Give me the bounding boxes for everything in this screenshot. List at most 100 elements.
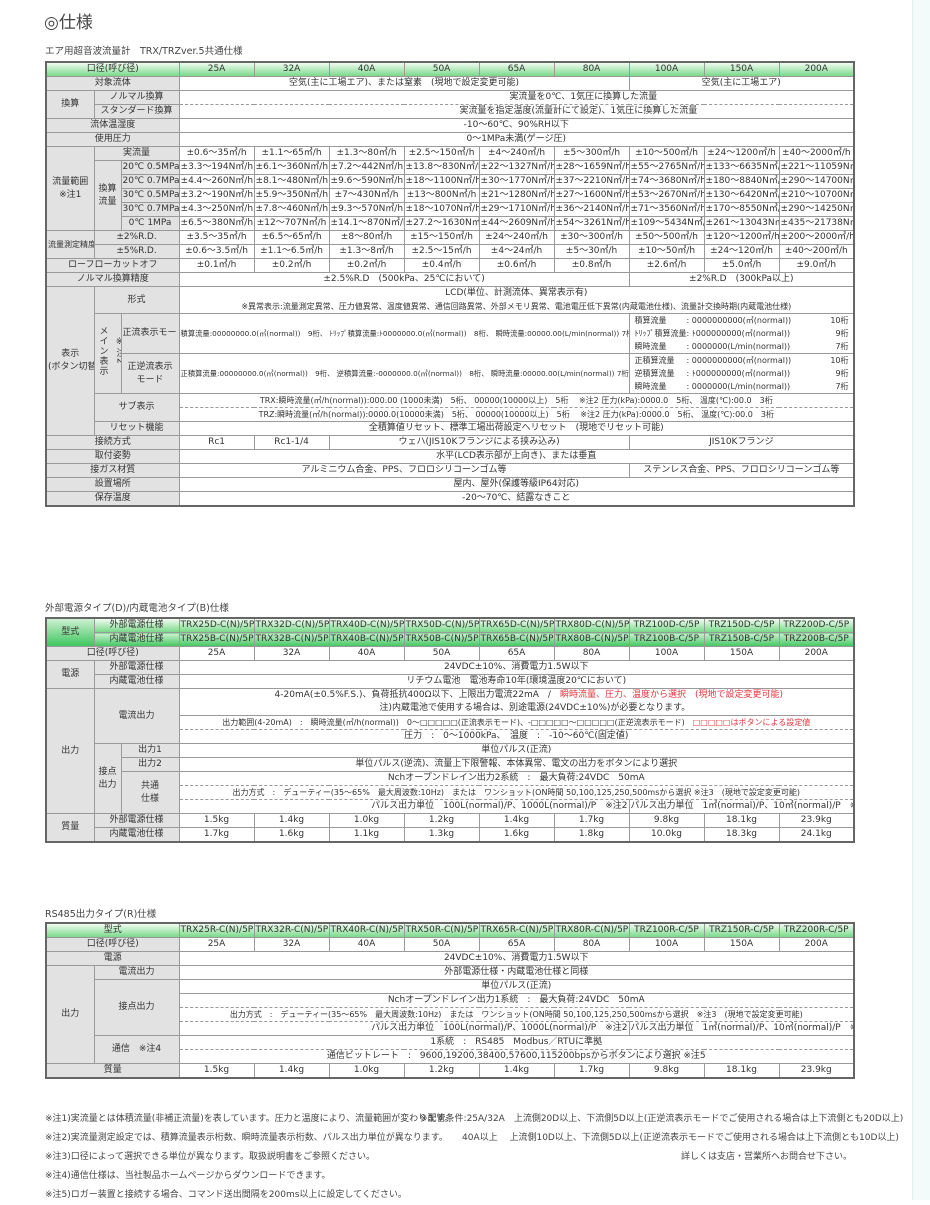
row-label: 接点出力 xyxy=(93,979,180,1036)
table-cell: ±71～3560N㎥/h xyxy=(628,202,705,217)
table-cell: ±0.4㎥/h xyxy=(403,258,480,273)
condition-label: 30℃ 0.5MPa xyxy=(120,188,180,203)
row-label: 出力1 xyxy=(120,743,180,758)
table-cell: TRZ:瞬時流量(㎥/h(normal)):0000.0(10000未満) 5桁… xyxy=(178,407,855,422)
table-cell: ±14.1～870N㎥/h xyxy=(328,216,405,231)
row-label: 実流量 xyxy=(93,146,180,161)
model-header: TRX65B-C(N)/5P xyxy=(478,632,555,647)
table-cell: 100A xyxy=(628,937,705,952)
table-cell: ±3.2～190N㎥/h xyxy=(178,188,255,203)
table-cell: ±28～1659N㎥/h xyxy=(553,160,630,175)
table-cell: TRX:瞬時流量(㎥/h(normal)):000.00 (1000未満) 5桁… xyxy=(178,393,855,408)
table-cell: ±4～24㎥/h xyxy=(478,244,555,259)
size-header: 32A xyxy=(253,61,330,77)
row-label: 電流出力 xyxy=(93,965,180,980)
row-label: ±2%R.D. xyxy=(93,230,180,245)
model-header: TRX50R-C(N)/5P xyxy=(403,922,480,938)
table-cell: ±40～2000㎥/h xyxy=(778,146,855,161)
model-header: TRX80D-C(N)/5P xyxy=(553,617,630,633)
table-cell: 圧力 : 0～1000kPa、 温度 : -10～60℃(固定値) xyxy=(178,729,855,744)
condition-label: 20℃ 0.5MPa xyxy=(120,160,180,175)
table-cell: 積算流量: 0000000000(㎥(normal)) 10桁 xyxy=(628,313,855,327)
table-cell: ±9.6～590N㎥/h xyxy=(328,174,405,189)
table-cell: ±44～2609N㎥/h xyxy=(478,216,555,231)
table-cell: ±2.5～150㎥/h xyxy=(403,146,480,161)
condition-label: 20℃ 0.7MPa xyxy=(120,174,180,189)
table-cell: 全積算値リセット、標準工場出荷設定へリセット (現地でリセット可能) xyxy=(178,421,855,436)
table-cell: 200A xyxy=(778,937,855,952)
row-label: 内蔵電池仕様 xyxy=(93,674,180,689)
row-label: 換算 xyxy=(45,90,95,119)
table-cell: パルス出力単位 100L(normal)/P、1000L(normal)/P ※… xyxy=(178,799,630,814)
label-text: 流量範囲 xyxy=(52,176,89,187)
table-cell: ±30～1770N㎥/h xyxy=(478,174,555,189)
row-label: ローフローカットオフ xyxy=(45,258,180,273)
table-cell: ±50～500㎥/h xyxy=(628,230,705,245)
model-header: TRX40D-C(N)/5P xyxy=(328,617,405,633)
table-cell: 18.1kg xyxy=(703,813,780,828)
section-title-d-b: 外部電源タイプ(D)/内蔵電池タイプ(B)仕様 xyxy=(45,603,229,614)
table-cell: ±3.3～194N㎥/h xyxy=(178,160,255,175)
table-cell: 空気(主に工場エア) xyxy=(628,76,855,91)
model-header: TRZ150D-C/5P xyxy=(703,617,780,633)
footnote: ※注2)実流量測定設定では、積算流量表示桁数、瞬時流量表示桁数、パルス出力単位が… xyxy=(45,1133,448,1143)
table-cell: ※異常表示:流量測定異常、圧力値異常、温度値異常、通信回路異常、外部メモリ異常、… xyxy=(178,300,855,314)
table-cell: ±6.1～360N㎥/h xyxy=(253,160,330,175)
row-label: 流量測定精度 xyxy=(45,230,95,259)
model-header: TRZ100B-C/5P xyxy=(628,632,705,647)
row-label: 接ガス材質 xyxy=(45,463,180,478)
table-cell: ±5～30㎥/h xyxy=(553,244,630,259)
table-cell: 32A xyxy=(253,646,330,661)
model-header: TRX32R-C(N)/5P xyxy=(253,922,330,938)
table-cell: ±2.5～15㎥/h xyxy=(403,244,480,259)
table-cell: パルス出力単位 100L(normal)/P、1000L(normal)/P ※… xyxy=(178,1021,630,1036)
table-cell: 150A xyxy=(703,937,780,952)
table-cell: ±180～8840N㎥/h xyxy=(703,174,780,189)
table-cell: 40A xyxy=(328,937,405,952)
note-ref: ※注2 xyxy=(114,337,121,365)
footnote: ※注5)ロガー装置と接続する場合、コマンド送出間隔を200ms以上に設定してくだ… xyxy=(45,1190,407,1200)
row-label: 内蔵電池仕様 xyxy=(93,632,180,647)
table-cell: 100A xyxy=(628,646,705,661)
table-cell: ±0.8㎥/h xyxy=(553,258,630,273)
table-cell: 1.4kg xyxy=(253,813,330,828)
table-cell: 実流量を指定温度(流量計にて設定)、1気圧に換算した流量 xyxy=(178,104,855,119)
rs485-spec-table: 型式 TRX25R-C(N)/5P TRX32R-C(N)/5P TRX40R-C(N… xyxy=(45,922,855,1079)
model-header: TRX65D-C(N)/5P xyxy=(478,617,555,633)
row-label: リセット機能 xyxy=(93,421,180,436)
table-cell: 10.0kg xyxy=(628,827,705,843)
table-cell: 1.2kg xyxy=(403,1063,480,1079)
row-label: ±5%R.D. xyxy=(93,244,180,259)
table-cell: 18.3kg xyxy=(703,827,780,843)
model-header: TRX80R-C(N)/5P xyxy=(553,922,630,938)
table-cell: ±130～6420N㎥/h xyxy=(703,188,780,203)
row-label: 設置場所 xyxy=(45,477,180,492)
table-cell: 瞬時流量: 0000000(L/min(normal)) 7桁 xyxy=(628,340,855,354)
size-header: 25A xyxy=(178,61,255,77)
table-cell: 積算流量:00000000.0(㎥(normal)) 9桁、 ﾄﾘｯﾌﾟ積算流量… xyxy=(178,313,630,354)
table-cell: 23.9kg xyxy=(778,1063,855,1079)
row-label: サブ表示 xyxy=(93,393,180,422)
model-header: TRX50D-C(N)/5P xyxy=(403,617,480,633)
table-cell: 1.0kg xyxy=(328,1063,405,1079)
row-label: 正逆流表示 モード xyxy=(120,353,180,394)
table-cell: 実流量を0℃、1気圧に換算した流量 xyxy=(178,90,855,105)
table-cell: 150A xyxy=(703,646,780,661)
table-cell: 1.2kg xyxy=(403,813,480,828)
footnotes: ※注1)実流量とは体積流量(非補正流量)を表しています。圧力と温度により、流量範… xyxy=(45,1110,453,1205)
table-cell: 1.4kg xyxy=(478,813,555,828)
row-label: 流量範囲 ※注1 xyxy=(45,146,95,231)
table-cell: ±120～1200㎥/h xyxy=(703,230,780,245)
model-header: TRX25R-C(N)/5P xyxy=(178,922,255,938)
table-cell: ±29～1710N㎥/h xyxy=(478,202,555,217)
table-cell: ±133～6635N㎥/h xyxy=(703,160,780,175)
row-label: 通信 ※注4 xyxy=(93,1035,180,1064)
table-cell: 80A xyxy=(553,646,630,661)
label-text: (ボタン切替) xyxy=(48,362,93,372)
table-cell: ±4.3～250N㎥/h xyxy=(178,202,255,217)
table-cell: ±21～1280N㎥/h xyxy=(478,188,555,203)
table-cell: 1.7kg xyxy=(553,813,630,828)
row-label: 取付姿勢 xyxy=(45,449,180,464)
table-cell: 1.6kg xyxy=(253,827,330,843)
row-label: 表示 (ボタン切替) xyxy=(45,286,95,436)
